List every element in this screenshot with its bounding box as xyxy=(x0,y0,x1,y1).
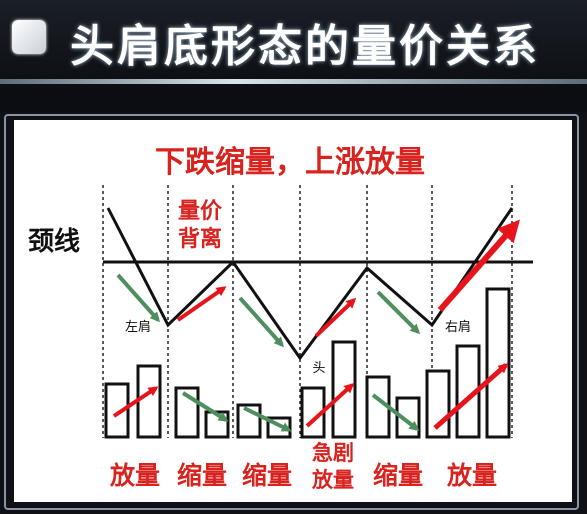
head-label: 头 xyxy=(312,361,325,376)
bottom-label-5: 缩量 xyxy=(373,461,423,490)
price-path xyxy=(106,207,514,361)
bottom-label-4b: 放量 xyxy=(311,468,354,492)
bottom-label-4a: 急剧 xyxy=(312,441,354,465)
volume-down-arrow-1 xyxy=(181,391,229,422)
divergence-label-1: 量价 xyxy=(178,199,223,224)
square-bullet-icon xyxy=(12,20,46,54)
right-shoulder-label: 右肩 xyxy=(445,319,471,335)
diagram-frame xyxy=(4,114,579,510)
price-up-arrow-big xyxy=(437,219,520,312)
page-title: 头肩底形态的量价关系 xyxy=(70,21,540,72)
header-divider xyxy=(0,79,587,84)
price-down-arrow-1 xyxy=(116,273,160,323)
volume-down-arrow-2 xyxy=(243,406,292,432)
price-up-arrow-1 xyxy=(176,286,227,322)
left-shoulder-label: 左肩 xyxy=(125,319,151,335)
volume-down-arrow-3 xyxy=(371,393,420,431)
volume-up-arrow-2 xyxy=(305,382,355,428)
volume-up-arrow-3 xyxy=(433,363,509,430)
bottom-label-2: 缩量 xyxy=(177,461,227,490)
bottom-label-3: 缩量 xyxy=(242,461,292,490)
header-bar: 头肩底形态的量价关系 xyxy=(0,0,587,88)
price-up-arrow-2 xyxy=(314,297,357,338)
neckline-label: 颈线 xyxy=(28,227,80,257)
volume-up-arrow-1 xyxy=(112,386,159,418)
bottom-label-6: 放量 xyxy=(446,461,497,490)
price-down-arrow-2 xyxy=(238,296,284,348)
divergence-label-2: 背离 xyxy=(178,226,222,252)
price-down-arrow-3 xyxy=(376,290,421,335)
bottom-label-1: 放量 xyxy=(109,461,160,490)
subtitle: 下跌缩量，上涨放量 xyxy=(155,145,425,180)
